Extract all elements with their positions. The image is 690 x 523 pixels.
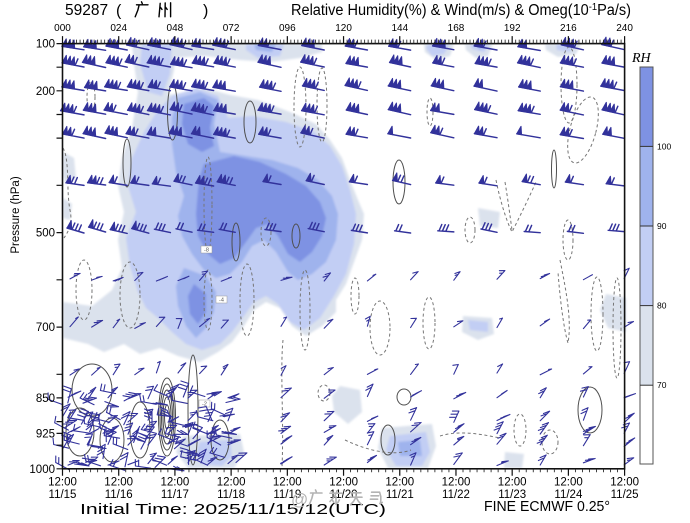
svg-text:192: 192 (504, 23, 521, 34)
svg-text:12:00: 12:00 (385, 477, 414, 489)
svg-text:11/19: 11/19 (273, 489, 301, 501)
svg-text:59287: 59287 (65, 2, 108, 19)
svg-text:@: @ (291, 490, 308, 509)
svg-text:12:00: 12:00 (610, 477, 639, 489)
svg-text:12:00: 12:00 (554, 477, 583, 489)
svg-text:12:00: 12:00 (104, 477, 133, 489)
svg-text:850: 850 (36, 393, 55, 405)
svg-text:11/15: 11/15 (49, 489, 77, 501)
svg-text:): ) (203, 3, 208, 20)
svg-text:100: 100 (36, 39, 55, 51)
svg-text:024: 024 (110, 23, 127, 34)
svg-text:11/20: 11/20 (330, 489, 358, 501)
svg-text:12:00: 12:00 (442, 477, 471, 489)
svg-text:-2: -2 (202, 402, 207, 408)
svg-text:11/24: 11/24 (554, 489, 583, 501)
svg-text:RH: RH (631, 51, 652, 66)
svg-text:70: 70 (657, 380, 667, 390)
svg-text:11/23: 11/23 (498, 489, 526, 501)
svg-text:-4: -4 (219, 298, 224, 304)
svg-text:144: 144 (391, 23, 408, 34)
svg-text:11/22: 11/22 (442, 489, 470, 501)
svg-text:048: 048 (167, 23, 184, 34)
svg-text:-8: -8 (204, 248, 209, 254)
svg-text:100: 100 (657, 141, 671, 151)
svg-text:11/17: 11/17 (161, 489, 189, 501)
svg-text:925: 925 (36, 428, 55, 440)
svg-text:240: 240 (616, 23, 633, 34)
svg-text:072: 072 (223, 23, 240, 34)
svg-text:12:00: 12:00 (273, 477, 302, 489)
svg-text:Pressure (hPa): Pressure (hPa) (10, 176, 22, 254)
svg-text:80: 80 (657, 301, 667, 311)
svg-text:Relative Humidity(%) & Wind(m/: Relative Humidity(%) & Wind(m/s) & Omeg(… (291, 2, 631, 19)
svg-text:(: ( (116, 3, 122, 20)
svg-text:12:00: 12:00 (161, 477, 190, 489)
svg-text:12:00: 12:00 (48, 477, 77, 489)
svg-text:Initial Time: 2025/11/15/12(UT: Initial Time: 2025/11/15/12(UTC) (80, 501, 386, 518)
svg-text:120: 120 (335, 23, 352, 34)
svg-text:096: 096 (279, 23, 296, 34)
svg-text:FINE ECMWF 0.25°: FINE ECMWF 0.25° (484, 499, 610, 515)
svg-text:168: 168 (448, 23, 465, 34)
svg-text:12:00: 12:00 (217, 477, 246, 489)
svg-text:12:00: 12:00 (498, 477, 527, 489)
svg-text:200: 200 (36, 86, 55, 98)
svg-text:11/16: 11/16 (105, 489, 133, 501)
svg-text:500: 500 (36, 228, 55, 240)
svg-text:000: 000 (54, 23, 71, 34)
svg-text:11/21: 11/21 (386, 489, 414, 501)
svg-text:216: 216 (560, 23, 577, 34)
svg-text:12:00: 12:00 (329, 477, 358, 489)
svg-text:11/25: 11/25 (611, 489, 639, 501)
svg-text:1000: 1000 (29, 464, 55, 476)
svg-text:90: 90 (657, 221, 667, 231)
svg-text:11/18: 11/18 (217, 489, 245, 501)
svg-text:700: 700 (36, 322, 55, 334)
